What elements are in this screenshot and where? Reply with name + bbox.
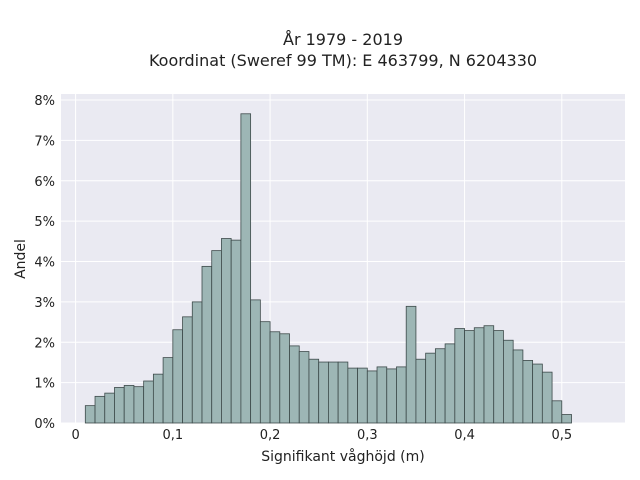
histogram-bar <box>551 400 563 424</box>
histogram-bar <box>269 331 281 424</box>
y-tick-label: 2% <box>34 336 55 351</box>
histogram-bar <box>104 392 115 424</box>
histogram-bar <box>503 339 514 424</box>
histogram-bars <box>84 113 572 424</box>
y-axis-label: Andel <box>13 239 29 279</box>
histogram-bar <box>191 301 203 424</box>
histogram-bar <box>94 395 106 424</box>
histogram-bar <box>279 333 290 424</box>
histogram-bar <box>376 366 388 424</box>
y-tick-label: 1% <box>34 377 55 392</box>
x-tick-label: 0,1 <box>162 428 183 443</box>
histogram-bar <box>512 349 524 424</box>
histogram-bar <box>434 348 446 424</box>
y-axis-ticks: 0% 1% 2% 3% 4% 5% 6% 7% 8% <box>34 94 55 432</box>
histogram-bar <box>259 321 271 424</box>
histogram-bar <box>84 405 96 424</box>
histogram-bar <box>337 361 349 424</box>
histogram-bar <box>201 265 213 424</box>
histogram-bar <box>211 250 222 424</box>
histogram-bar <box>298 351 310 424</box>
histogram-bar <box>182 316 193 424</box>
histogram-bar <box>240 113 252 424</box>
x-tick-label: 0,5 <box>551 428 572 443</box>
histogram-bar <box>328 361 339 424</box>
histogram-bar <box>444 343 456 424</box>
histogram-bar <box>473 327 485 424</box>
x-tick-label: 0,3 <box>357 428 378 443</box>
y-tick-label: 4% <box>34 256 55 271</box>
histogram-bar <box>396 366 407 424</box>
x-tick-label: 0,2 <box>260 428 281 443</box>
histogram-bar <box>347 367 358 424</box>
histogram-bar <box>308 358 320 424</box>
histogram-bar <box>162 357 174 424</box>
y-tick-label: 3% <box>34 296 55 311</box>
histogram-bar <box>221 238 232 424</box>
histogram-bar <box>405 305 417 424</box>
histogram-bar <box>318 361 329 424</box>
histogram-bar <box>561 414 572 424</box>
histogram-bar <box>366 370 378 424</box>
histogram-bar <box>123 385 135 424</box>
histogram-bar <box>250 299 261 424</box>
histogram-bar <box>289 345 300 424</box>
histogram-bar <box>522 360 534 424</box>
y-tick-label: 7% <box>34 134 55 149</box>
histogram-bar <box>425 352 436 424</box>
y-tick-label: 5% <box>34 215 55 230</box>
histogram-bar <box>541 371 553 424</box>
x-axis-ticks: 0 0,1 0,2 0,3 0,4 0,5 <box>71 428 572 443</box>
histogram-bar <box>454 328 465 424</box>
y-tick-label: 0% <box>34 417 55 432</box>
x-axis-label: Signifikant våghöjd (m) <box>261 448 424 465</box>
histogram-bar <box>483 325 495 424</box>
y-tick-label: 6% <box>34 175 55 190</box>
histogram-bar <box>415 358 427 424</box>
histogram-bar <box>152 373 164 424</box>
histogram-bar <box>386 368 397 424</box>
histogram-bar <box>133 386 145 424</box>
chart-title-line-2: Koordinat (Sweref 99 TM): E 463799, N 62… <box>149 51 537 70</box>
x-tick-label: 0 <box>71 428 79 443</box>
histogram-bar <box>172 329 183 424</box>
histogram-bar <box>357 367 368 424</box>
histogram-bar <box>493 330 504 424</box>
chart-title-line-1: År 1979 - 2019 <box>283 30 403 49</box>
histogram-bar <box>114 387 125 424</box>
histogram-bar <box>532 363 543 424</box>
y-tick-label: 8% <box>34 94 55 109</box>
histogram-bar <box>464 330 475 424</box>
histogram-bar <box>230 239 242 424</box>
histogram-bar <box>143 380 154 424</box>
x-tick-label: 0,4 <box>454 428 475 443</box>
